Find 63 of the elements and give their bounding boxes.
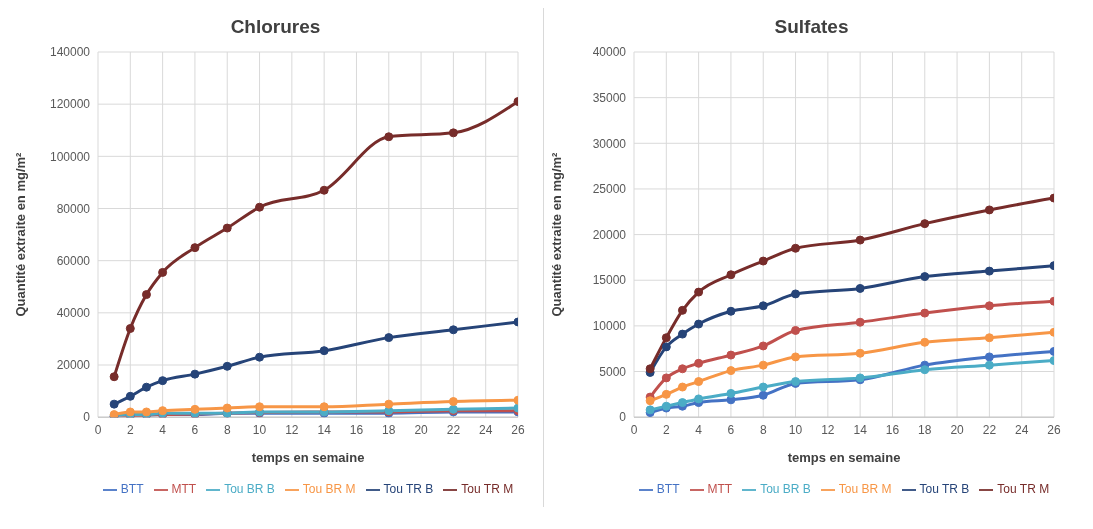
- legend-label: BTT: [120, 482, 144, 497]
- x-tick-label: 2: [126, 422, 134, 437]
- x-tick-label: 2: [662, 422, 670, 437]
- x-tick-label: 8: [223, 422, 231, 437]
- legend-label: Tou BR B: [760, 482, 811, 497]
- legend-label: Tou TR M: [997, 482, 1050, 497]
- x-tick-label: 26: [511, 422, 525, 437]
- x-tick-label: 16: [349, 422, 364, 437]
- x-tick-label: 10: [788, 422, 803, 437]
- y-tick-label: 10000: [592, 319, 627, 334]
- y-tick-label: 120000: [49, 97, 91, 112]
- x-tick-label: 18: [382, 422, 396, 437]
- legend-label: Tou TR B: [919, 482, 970, 497]
- x-tick-label: 20: [950, 422, 965, 437]
- x-tick-label: 0: [94, 422, 102, 437]
- x-tick-label: 12: [285, 422, 299, 437]
- legend-label: Tou BR B: [224, 482, 275, 497]
- y-tick-label: 40000: [592, 45, 627, 60]
- x-tick-label: 24: [479, 422, 493, 437]
- x-tick-label: 24: [1015, 422, 1029, 437]
- chart-title: Sulfates: [773, 16, 850, 38]
- y-tick-label: 0: [83, 410, 91, 425]
- x-tick-label: 16: [885, 422, 900, 437]
- y-tick-label: 60000: [56, 253, 91, 268]
- legend-label: Tou TR B: [383, 482, 434, 497]
- y-tick-label: 25000: [592, 182, 627, 197]
- x-axis-title: temps en semaine: [251, 450, 365, 466]
- y-tick-label: 5000: [599, 364, 627, 379]
- x-tick-label: 4: [695, 422, 703, 437]
- x-tick-label: 12: [821, 422, 835, 437]
- y-tick-label: 0: [619, 410, 627, 425]
- legend-label: Tou TR M: [461, 482, 514, 497]
- x-tick-label: 10: [252, 422, 267, 437]
- x-tick-label: 26: [1047, 422, 1061, 437]
- y-tick-label: 20000: [592, 227, 627, 242]
- x-tick-label: 14: [317, 422, 332, 437]
- y-tick-label: 100000: [49, 149, 91, 164]
- y-tick-label: 40000: [56, 306, 91, 321]
- y-axis-title: Quantité extraite en mg/m²: [548, 151, 564, 317]
- x-tick-label: 6: [191, 422, 199, 437]
- x-tick-label: 0: [630, 422, 638, 437]
- legend-label: MTT: [707, 482, 733, 497]
- x-tick-label: 22: [982, 422, 997, 437]
- chart-title: Chlorures: [229, 16, 322, 38]
- x-tick-label: 6: [727, 422, 735, 437]
- x-tick-label: 22: [446, 422, 461, 437]
- y-tick-label: 20000: [56, 358, 91, 373]
- y-axis-title: Quantité extraite en mg/m²: [12, 151, 28, 317]
- y-tick-label: 80000: [56, 201, 91, 216]
- legend-label: BTT: [656, 482, 680, 497]
- x-tick-label: 14: [853, 422, 868, 437]
- y-tick-label: 140000: [49, 45, 91, 60]
- legend-label: Tou BR M: [838, 482, 892, 497]
- y-tick-label: 35000: [592, 90, 627, 105]
- x-tick-label: 8: [759, 422, 767, 437]
- x-tick-label: 18: [918, 422, 932, 437]
- x-axis-title: temps en semaine: [787, 450, 901, 466]
- x-tick-label: 4: [159, 422, 167, 437]
- legend-label: MTT: [171, 482, 197, 497]
- y-tick-label: 15000: [592, 273, 627, 288]
- x-tick-label: 20: [414, 422, 429, 437]
- y-tick-label: 30000: [592, 136, 627, 151]
- legend-label: Tou BR M: [302, 482, 356, 497]
